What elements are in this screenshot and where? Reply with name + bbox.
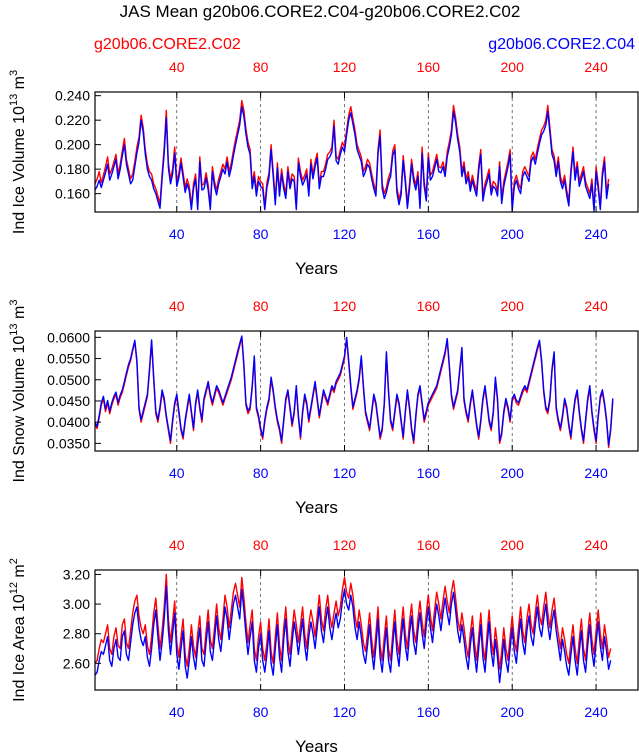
x-tick-label-top: 40 bbox=[169, 59, 185, 75]
y-tick-label: 2.60 bbox=[63, 655, 90, 671]
x-tick-label-bottom: 200 bbox=[501, 226, 525, 242]
plot-frame bbox=[94, 91, 639, 213]
y-tick-label: 0.180 bbox=[55, 161, 90, 177]
plot-frame bbox=[94, 569, 639, 691]
y-axis-label: Ind Ice Volume 1013 m3 bbox=[8, 70, 28, 234]
x-axis-label: Years bbox=[295, 259, 338, 278]
x-tick-label-top: 80 bbox=[253, 537, 269, 553]
x-tick-label-bottom: 40 bbox=[169, 704, 185, 720]
y-tick-label: 0.0500 bbox=[47, 372, 90, 388]
x-tick-label-top: 240 bbox=[584, 298, 608, 314]
x-tick-label-bottom: 160 bbox=[417, 465, 441, 481]
page-title: JAS Mean g20b06.CORE2.C04-g20b06.CORE2.C… bbox=[120, 2, 521, 21]
chart-panels: 0.160 0.180 0.200 0.220 0.240 40 40 80 80 120 120 1… bbox=[8, 59, 639, 753]
y-tick-label: 2.80 bbox=[63, 626, 90, 642]
x-axis-label: Years bbox=[295, 737, 338, 753]
x-tick-label-top: 200 bbox=[501, 537, 525, 553]
x-tick-label-bottom: 40 bbox=[169, 465, 185, 481]
x-tick-label-bottom: 80 bbox=[253, 465, 269, 481]
x-tick-label-bottom: 40 bbox=[169, 226, 185, 242]
x-tick-label-top: 80 bbox=[253, 59, 269, 75]
x-tick-label-bottom: 240 bbox=[584, 226, 608, 242]
x-tick-label-bottom: 160 bbox=[417, 226, 441, 242]
x-tick-label-bottom: 80 bbox=[253, 704, 269, 720]
x-tick-label-top: 40 bbox=[169, 298, 185, 314]
x-tick-label-bottom: 200 bbox=[501, 704, 525, 720]
x-tick-label-bottom: 120 bbox=[333, 226, 357, 242]
x-tick-label-bottom: 200 bbox=[501, 465, 525, 481]
x-tick-label-top: 120 bbox=[333, 298, 357, 314]
x-tick-label-bottom: 120 bbox=[333, 465, 357, 481]
x-tick-label-bottom: 80 bbox=[253, 226, 269, 242]
x-tick-label-bottom: 240 bbox=[584, 465, 608, 481]
plot-frame bbox=[94, 330, 639, 452]
x-tick-label-top: 40 bbox=[169, 537, 185, 553]
x-tick-label-top: 240 bbox=[584, 537, 608, 553]
panel-1: 0.160 0.180 0.200 0.220 0.240 40 40 80 80 120 120 1… bbox=[8, 59, 639, 278]
x-tick-label-top: 200 bbox=[501, 298, 525, 314]
x-tick-label-bottom: 160 bbox=[417, 704, 441, 720]
y-tick-label: 0.0600 bbox=[47, 329, 90, 345]
y-axis-label: Ind Ice Area 1012 m2 bbox=[8, 558, 28, 702]
x-tick-label-top: 160 bbox=[417, 298, 441, 314]
y-tick-label: 3.20 bbox=[63, 566, 90, 582]
series-line-c02 bbox=[94, 573, 612, 670]
x-tick-label-top: 240 bbox=[584, 59, 608, 75]
x-tick-label-top: 200 bbox=[501, 59, 525, 75]
x-tick-label-top: 120 bbox=[333, 537, 357, 553]
y-tick-label: 0.0450 bbox=[47, 393, 90, 409]
legend-label-c04: g20b06.CORE2.C04 bbox=[488, 36, 635, 53]
y-tick-label: 0.0400 bbox=[47, 414, 90, 430]
series-line-c02 bbox=[94, 99, 610, 210]
y-tick-label: 3.00 bbox=[63, 596, 90, 612]
y-tick-label: 0.200 bbox=[55, 137, 90, 153]
series-line-c04 bbox=[94, 585, 612, 684]
x-tick-label-top: 160 bbox=[417, 59, 441, 75]
panel-2: 0.0350 0.0400 0.0450 0.0500 0.0550 0.0600 40 40… bbox=[8, 298, 639, 517]
x-tick-label-top: 120 bbox=[333, 59, 357, 75]
y-tick-label: 0.160 bbox=[55, 186, 90, 202]
y-tick-label: 0.0350 bbox=[47, 435, 90, 451]
series-line-c04 bbox=[94, 335, 614, 446]
legend-label-c02: g20b06.CORE2.C02 bbox=[94, 36, 241, 53]
x-tick-label-bottom: 240 bbox=[584, 704, 608, 720]
series-line-c04 bbox=[94, 105, 610, 212]
x-axis-label: Years bbox=[295, 498, 338, 517]
y-axis-label: Ind Snow Volume 1013 m3 bbox=[8, 300, 28, 483]
panel-3: 2.60 2.80 3.00 3.20 40 40 80 80 120 120 160 160 200 2… bbox=[8, 537, 639, 753]
x-tick-label-bottom: 120 bbox=[333, 704, 357, 720]
x-tick-label-top: 80 bbox=[253, 298, 269, 314]
x-tick-label-top: 160 bbox=[417, 537, 441, 553]
y-tick-label: 0.220 bbox=[55, 112, 90, 128]
y-tick-label: 0.240 bbox=[55, 88, 90, 104]
y-tick-label: 0.0550 bbox=[47, 351, 90, 367]
